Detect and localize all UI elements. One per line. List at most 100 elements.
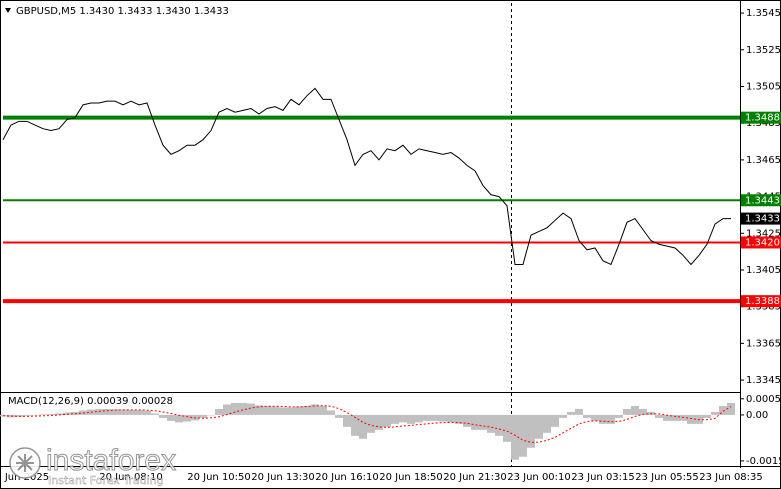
histogram-bar <box>39 414 47 415</box>
level-label-box <box>741 194 781 207</box>
histogram-bar <box>463 414 471 427</box>
histogram-bar <box>63 412 71 415</box>
histogram-bar <box>55 413 63 415</box>
y-tick-label: 1.3385 <box>746 302 781 313</box>
y-tick-label: 0.00054 <box>746 394 781 405</box>
y-tick-label: 1.3405 <box>746 265 781 276</box>
histogram-bar <box>151 413 159 415</box>
histogram-bar <box>511 414 519 460</box>
histogram-bar <box>727 402 735 415</box>
histogram-bar <box>263 405 271 415</box>
title-arrow <box>5 8 11 13</box>
histogram-bar <box>271 406 279 415</box>
histogram-bar <box>567 411 575 415</box>
signal-line <box>2 405 732 443</box>
histogram-bar <box>375 414 383 430</box>
time-label: 23 Jun 08:35 <box>699 472 763 483</box>
y-tick-label: 1.3545 <box>746 8 781 19</box>
histogram-bar <box>311 404 319 415</box>
y-tick-label: 1.3345 <box>746 375 781 386</box>
current-price-box <box>741 212 781 225</box>
time-label: 23 Jun 03:15 <box>571 472 635 483</box>
y-tick-label: 1.3505 <box>746 81 781 92</box>
time-label: 20 Jun 18:50 <box>379 472 443 483</box>
y-tick-label: 1.3365 <box>746 338 781 349</box>
time-label: 20 Jun 10:50 <box>187 472 251 483</box>
level-label-box <box>741 236 781 249</box>
histogram-bar <box>479 414 487 430</box>
histogram-bar <box>239 402 247 415</box>
histogram-bar <box>183 414 191 422</box>
histogram-bar <box>527 414 535 448</box>
time-label: 20 Jun 08:10 <box>99 472 163 483</box>
time-label: 23 Jun 05:55 <box>635 472 699 483</box>
level-label-box <box>741 295 781 308</box>
histogram-bar <box>583 414 591 418</box>
y-tick-label: 1.3525 <box>746 45 781 56</box>
histogram-bar <box>351 414 359 436</box>
y-tick-label: 1.3485 <box>746 118 781 129</box>
histogram-bar <box>15 414 23 417</box>
time-label: 23 Jun 00:10 <box>507 472 571 483</box>
time-label: 20 Jun 13:30 <box>251 472 315 483</box>
histogram-bar <box>391 414 399 424</box>
histogram-bar <box>31 414 39 416</box>
histogram-bar <box>591 414 599 421</box>
indicator-title: MACD(12,26,9) 0.00039 0.00028 <box>8 396 173 407</box>
y-tick-label: -0.00154 <box>746 456 781 467</box>
price-line <box>2 87 731 266</box>
watermark: instaforex Instant Forex Trading <box>9 443 177 487</box>
level-label: 1.3443 <box>745 195 780 206</box>
histogram-bar <box>575 408 583 415</box>
histogram-bar <box>303 405 311 415</box>
histogram-bar <box>487 414 495 433</box>
y-tick-label: 0.00 <box>746 410 768 421</box>
histogram-bar <box>623 408 631 415</box>
histogram-bar <box>247 403 255 415</box>
histogram-bar <box>287 407 295 415</box>
histogram-bar <box>447 414 455 423</box>
histogram-bar <box>711 411 719 415</box>
histogram-bar <box>559 414 567 418</box>
histogram-bar <box>519 414 527 457</box>
histogram-bar <box>23 414 31 416</box>
histogram-bar <box>47 414 55 415</box>
histogram-bar <box>415 414 423 423</box>
histogram-bar <box>599 414 607 424</box>
histogram-bar <box>207 414 215 416</box>
histogram-bar <box>319 405 327 415</box>
histogram-bar <box>255 405 263 415</box>
level-label: 1.3488 <box>745 113 780 124</box>
histogram-bar <box>495 414 503 436</box>
histogram-bar <box>671 414 679 421</box>
histogram-bar <box>159 414 167 418</box>
current-price: 1.3433 <box>745 214 780 225</box>
histogram-bar <box>143 410 151 415</box>
histogram-bar <box>423 414 431 421</box>
level-label-box <box>741 111 781 124</box>
histogram-bar <box>543 414 551 433</box>
histogram-bar <box>719 405 727 415</box>
histogram-bar <box>687 414 695 424</box>
histogram-bar <box>167 414 175 421</box>
histogram-bar <box>639 408 647 415</box>
histogram-bar <box>407 414 415 424</box>
histogram-bar <box>455 414 463 424</box>
chart-title: GBPUSD,M5 1.3430 1.3433 1.3430 1.3433 <box>16 6 229 17</box>
histogram-bar <box>535 414 543 439</box>
histogram-bar <box>551 414 559 427</box>
histogram-bar <box>503 414 511 442</box>
histogram-bar <box>703 414 711 418</box>
histogram-bar <box>175 414 183 423</box>
histogram-bar <box>223 404 231 415</box>
histogram-bar <box>439 414 447 422</box>
histogram-bar <box>615 414 623 418</box>
histogram-bar <box>295 406 303 415</box>
histogram-bar <box>359 414 367 439</box>
tagline: Instant Forex Trading <box>48 474 164 487</box>
histogram-bar <box>119 409 127 415</box>
histogram-bar <box>607 414 615 424</box>
histogram-bar <box>383 414 391 427</box>
histogram-bar <box>679 414 687 421</box>
